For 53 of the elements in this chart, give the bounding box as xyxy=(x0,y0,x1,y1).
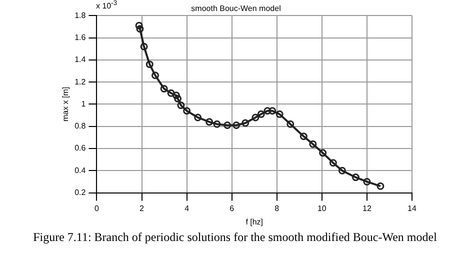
point xyxy=(152,72,160,80)
point xyxy=(352,174,360,182)
text: x 10$^{-3}$ xyxy=(96,0,118,11)
chart-title: smooth Bouc-Wen model xyxy=(191,4,282,14)
caption: Figure 7.11: Branch of periodic solutions for the smooth modified Bouc-Wen model xyxy=(32,230,438,245)
x-tick-label: 14 xyxy=(408,204,417,213)
point xyxy=(172,92,180,100)
x-tick-label: 4 xyxy=(184,204,190,213)
point xyxy=(309,140,317,148)
point xyxy=(300,132,308,140)
point xyxy=(160,84,168,92)
point xyxy=(286,120,294,128)
point xyxy=(224,121,232,129)
point xyxy=(257,110,265,118)
point xyxy=(206,118,214,126)
x-axis-title: f [hz] xyxy=(246,217,264,226)
point xyxy=(135,22,143,30)
y-tick-label: 0.6 xyxy=(74,144,86,153)
point xyxy=(140,42,148,50)
y-tick-label: 1 xyxy=(81,99,86,108)
y-tick-label: 0.4 xyxy=(74,166,86,175)
point xyxy=(194,114,202,122)
point xyxy=(276,110,284,118)
point xyxy=(183,107,191,115)
point xyxy=(319,149,327,157)
point xyxy=(363,178,371,186)
x-tick-label: 0 xyxy=(94,204,100,213)
point xyxy=(146,60,154,68)
y-tick-label: 1.8 xyxy=(74,10,86,20)
point xyxy=(136,25,144,33)
y-tick-label: 1.2 xyxy=(74,77,86,86)
y-tick-label: 0.2 xyxy=(74,188,86,198)
point xyxy=(167,89,175,97)
y-tick-label: 1.4 xyxy=(74,55,86,64)
x-tick-label: 6 xyxy=(230,204,235,213)
y-axis-title: max x [m] xyxy=(61,86,70,122)
y-tick-label: 1.6 xyxy=(74,32,86,42)
x-tick-label: 2 xyxy=(140,204,145,213)
point xyxy=(213,120,221,128)
point xyxy=(252,114,260,122)
point xyxy=(338,166,346,174)
point xyxy=(232,121,240,129)
point xyxy=(268,107,276,115)
point xyxy=(264,107,272,115)
point xyxy=(376,182,384,190)
point xyxy=(174,94,182,102)
y-tick-label: 0.8 xyxy=(74,122,86,131)
point xyxy=(242,119,250,127)
x-tick-label: 10 xyxy=(317,204,327,213)
point xyxy=(177,102,185,110)
point xyxy=(329,159,337,167)
x-tick-label: 12 xyxy=(362,204,372,213)
x-tick-label: 8 xyxy=(274,204,280,213)
